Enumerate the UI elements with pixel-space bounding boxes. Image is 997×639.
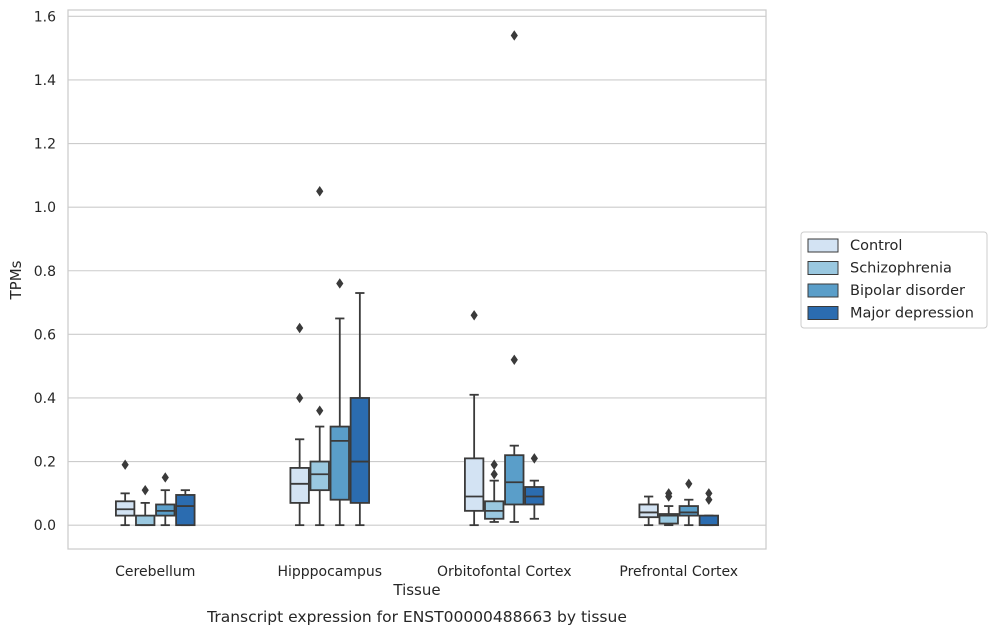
- box-major-depression: [175, 489, 196, 527]
- outlier-point: [705, 488, 713, 499]
- legend-swatch: [807, 238, 839, 253]
- x-axis-ticks: Cerebellum Hipppocampus Orbitofontal Corte…: [115, 564, 738, 580]
- y-tick-label: 1.4: [34, 73, 56, 89]
- x-axis-label: Tissue: [392, 581, 440, 599]
- outlier-point: [121, 459, 129, 470]
- outlier-point: [665, 488, 673, 499]
- grid-lines: [68, 15, 766, 526]
- x-tick-label: Orbitofontal Cortex: [437, 564, 572, 580]
- box-rect: [698, 514, 719, 527]
- outlier-point: [470, 310, 478, 321]
- outlier-point: [490, 459, 498, 470]
- box-rect: [329, 425, 350, 501]
- outlier-point: [316, 405, 324, 416]
- outlier-point: [316, 186, 324, 197]
- box-rect: [349, 397, 370, 504]
- y-tick-label: 0.6: [34, 327, 56, 343]
- box-control: [289, 322, 310, 527]
- box-schizophrenia: [484, 459, 505, 523]
- box-major-depression: [698, 488, 719, 527]
- box-rect: [309, 460, 330, 492]
- outlier-point: [705, 494, 713, 505]
- box-schizophrenia: [135, 484, 156, 527]
- box-rect: [658, 513, 679, 525]
- outlier-point: [490, 469, 498, 480]
- outlier-point: [685, 478, 693, 490]
- legend-swatch: [807, 306, 839, 320]
- y-tick-label: 0.8: [34, 264, 56, 280]
- legend-label: Bipolar disorder: [850, 283, 965, 299]
- x-tick-label: Prefrontal Cortex: [619, 564, 738, 580]
- box-rect: [504, 454, 525, 506]
- box-bipolar-disorder: [155, 472, 176, 527]
- box-bipolar-disorder: [329, 278, 350, 527]
- box-rect: [638, 503, 659, 519]
- legend-label: Control: [850, 238, 902, 254]
- chart-caption: Transcript expression for ENST0000048866…: [206, 608, 627, 626]
- box-rect: [678, 505, 699, 517]
- box-rect: [175, 494, 196, 527]
- y-tick-label: 1.2: [34, 137, 56, 153]
- y-tick-label: 0.2: [34, 455, 56, 471]
- legend-label: Schizophrenia: [850, 261, 952, 277]
- y-tick-label: 0.4: [34, 391, 56, 407]
- box-control: [638, 495, 659, 527]
- box-schizophrenia: [309, 186, 330, 527]
- box-plot-layer: [115, 30, 719, 527]
- outlier-point: [296, 322, 304, 334]
- outlier-point: [336, 278, 344, 289]
- x-tick-label: Cerebellum: [115, 564, 195, 580]
- legend: Control Schizophrenia Bipolar disorder Majo…: [800, 231, 988, 329]
- y-axis-ticks: 0.0 0.2 0.4 0.6 0.8 1.0 1.2 1.4 1.6: [34, 9, 56, 534]
- legend-label: Major depression: [850, 306, 974, 322]
- box-major-depression: [349, 292, 370, 527]
- y-tick-label: 1.0: [34, 200, 56, 216]
- outlier-point: [296, 392, 304, 404]
- legend-swatch: [807, 261, 839, 275]
- box-rect: [135, 514, 156, 527]
- box-control: [464, 310, 485, 527]
- box-schizophrenia: [658, 488, 679, 527]
- box-major-depression: [524, 453, 545, 520]
- legend-frame: [800, 231, 988, 329]
- x-tick-label: Hipppocampus: [277, 564, 382, 580]
- box-bipolar-disorder: [504, 30, 525, 523]
- box-rect: [464, 457, 485, 512]
- outlier-point: [510, 354, 518, 365]
- legend-swatch: [807, 283, 839, 298]
- outlier-point: [161, 472, 169, 483]
- box-control: [115, 459, 136, 527]
- box-rect: [289, 467, 310, 504]
- plot-frame: [67, 9, 767, 550]
- outlier-point: [510, 30, 518, 41]
- box-bipolar-disorder: [678, 478, 699, 527]
- y-tick-label: 1.6: [34, 9, 56, 25]
- y-tick-label: 0.0: [34, 518, 56, 534]
- outlier-point: [141, 484, 149, 496]
- outlier-point: [530, 453, 538, 464]
- y-axis-label: TPMs: [7, 260, 25, 300]
